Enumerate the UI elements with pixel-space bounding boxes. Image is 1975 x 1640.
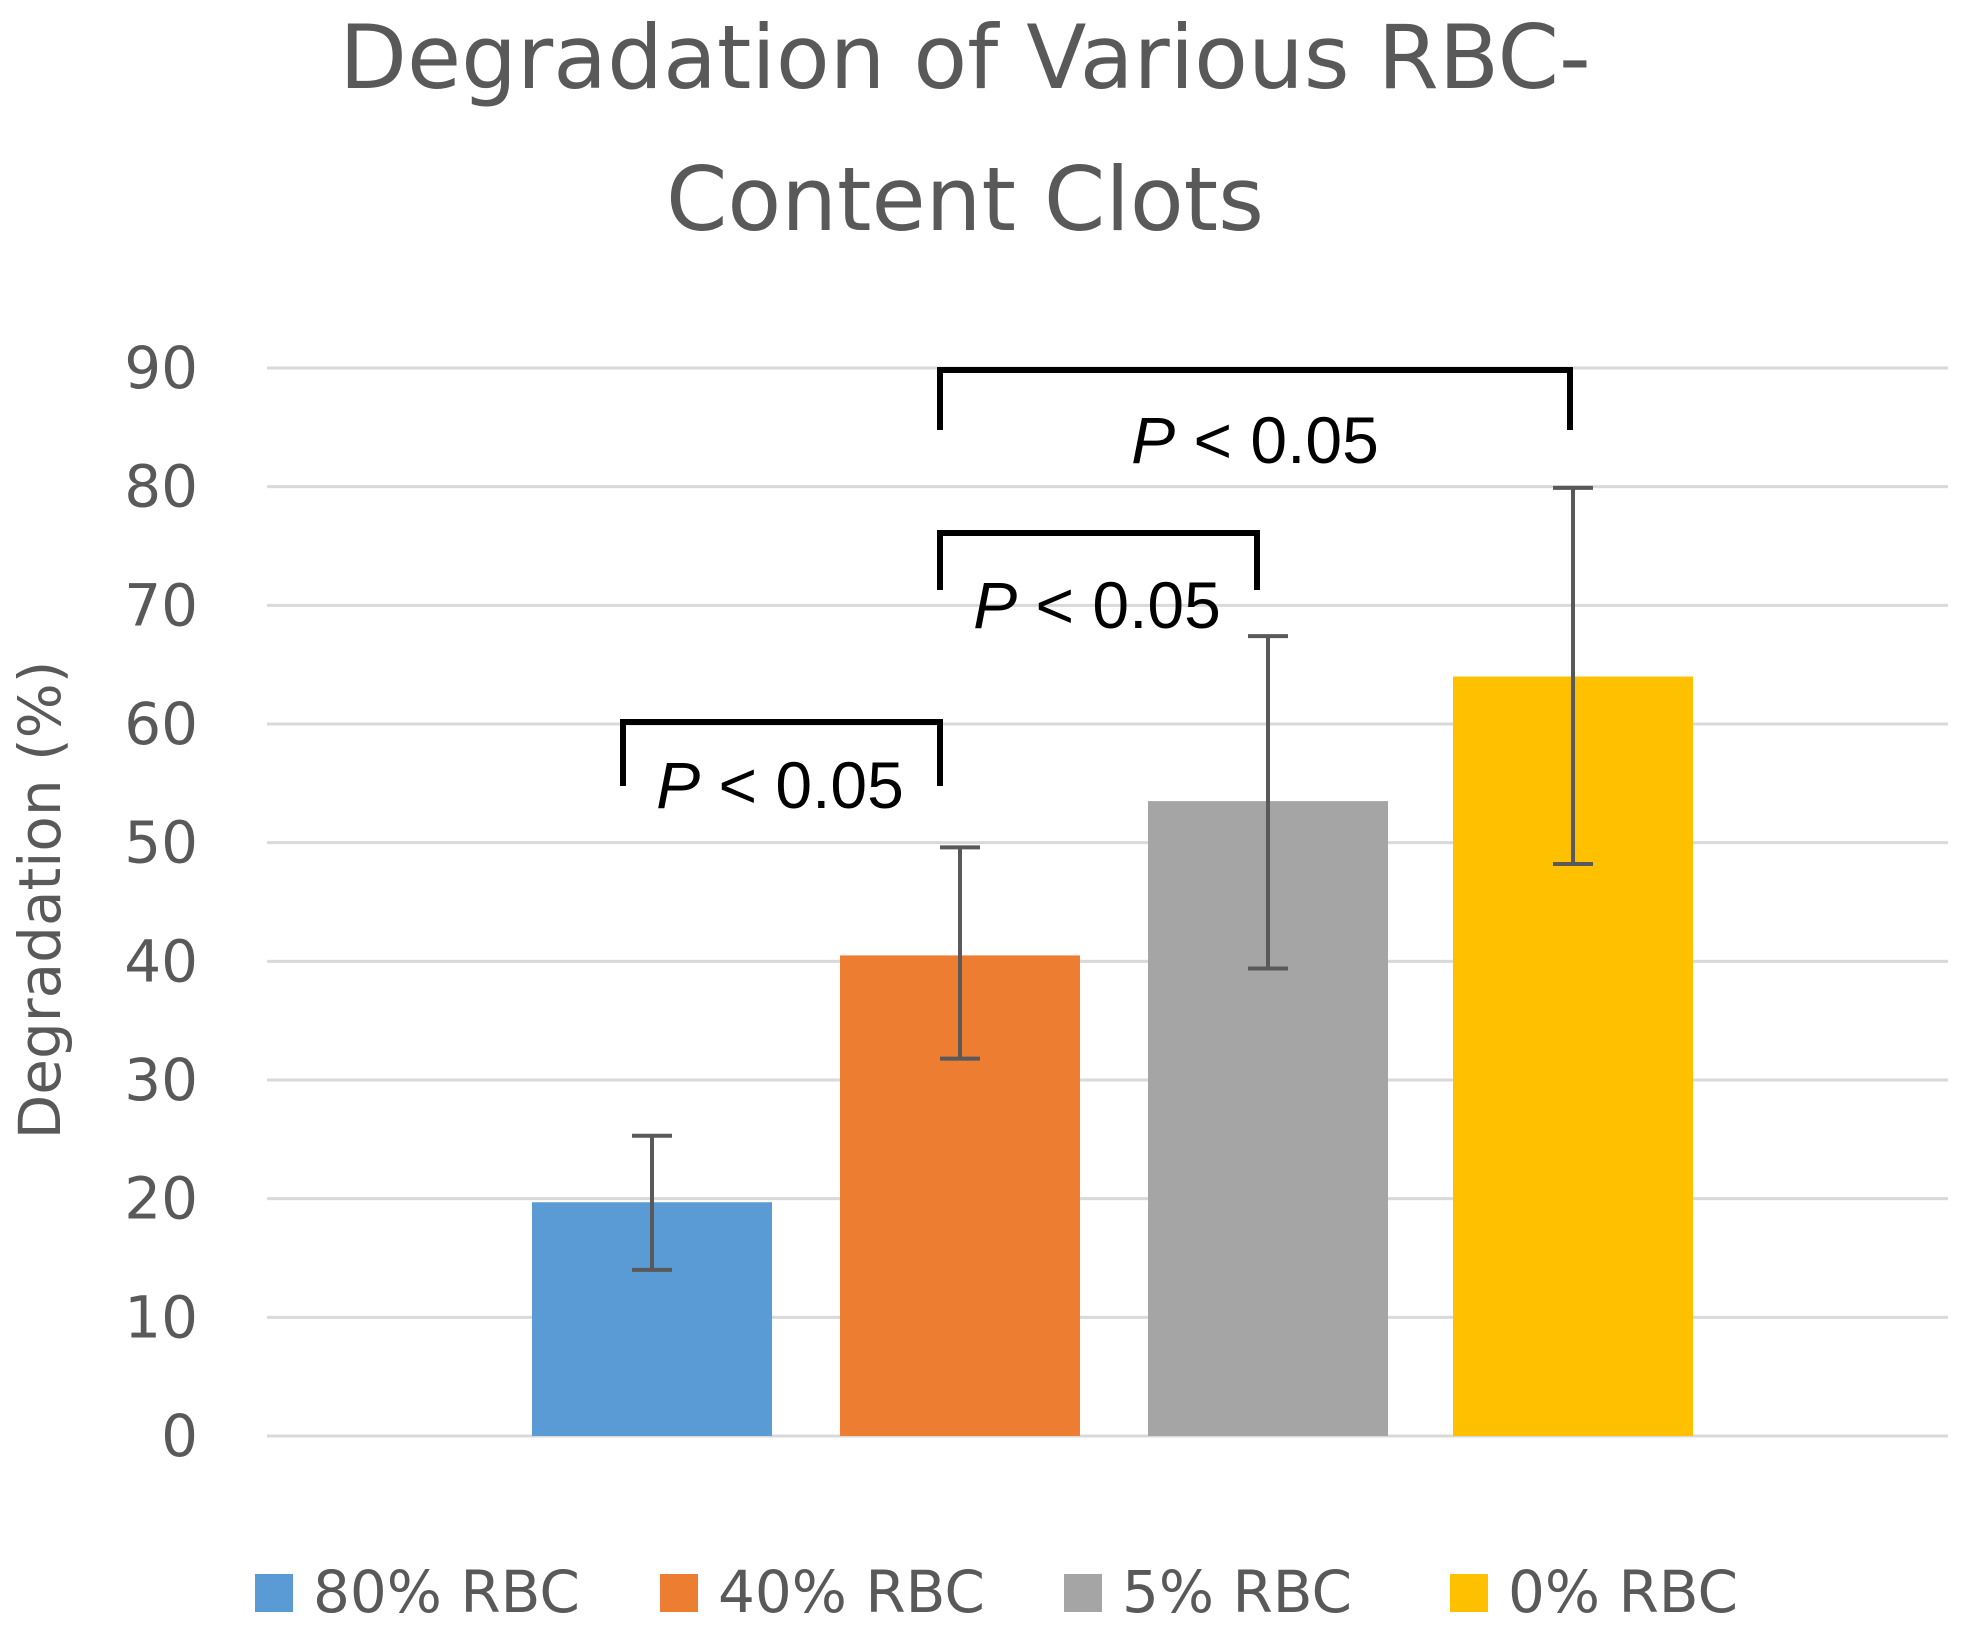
- significance-p: P: [1131, 403, 1175, 477]
- legend-label: 0% RBC: [1508, 1558, 1738, 1626]
- gridlines: [267, 366, 1948, 1438]
- legend-swatch: [1064, 1574, 1102, 1612]
- error-bars: [632, 485, 1593, 1272]
- significance-brackets: P < 0.05P < 0.05P < 0.05: [620, 367, 1573, 822]
- significance-label: P < 0.05: [973, 568, 1221, 642]
- legend-label: 40% RBC: [718, 1558, 985, 1626]
- y-tick-label: 70: [124, 571, 198, 639]
- y-tick-label: 0: [161, 1402, 198, 1470]
- significance-threshold: < 0.05: [1017, 568, 1221, 642]
- legend-swatch: [660, 1574, 698, 1612]
- significance-bracket: [937, 367, 1573, 430]
- significance-threshold: < 0.05: [1175, 403, 1379, 477]
- y-tick-label: 30: [124, 1046, 198, 1114]
- significance-label: P < 0.05: [656, 748, 904, 822]
- significance-label: P < 0.05: [1131, 403, 1379, 477]
- legend-swatch: [255, 1574, 293, 1612]
- chart-title-line-1: Degradation of Various RBC-: [339, 6, 1591, 109]
- y-tick-label: 20: [124, 1165, 198, 1233]
- legend-label: 5% RBC: [1122, 1558, 1352, 1626]
- chart-title: Degradation of Various RBC- Content Clot…: [339, 6, 1591, 251]
- y-tick-label: 80: [124, 453, 198, 521]
- y-tick-label: 90: [124, 334, 198, 402]
- legend-label: 80% RBC: [313, 1558, 580, 1626]
- significance-threshold: < 0.05: [700, 748, 904, 822]
- significance-bracket: [937, 530, 1260, 590]
- y-tick-label: 60: [124, 690, 198, 758]
- y-tick-label: 50: [124, 809, 198, 877]
- y-tick-label: 10: [124, 1283, 198, 1351]
- chart-title-line-2: Content Clots: [666, 148, 1264, 251]
- y-tick-label: 40: [124, 927, 198, 995]
- y-axis-ticks: 0 10 20 30 40 50 60 70 80 90: [124, 334, 198, 1470]
- significance-p: P: [973, 568, 1017, 642]
- significance-p: P: [656, 748, 700, 822]
- legend-swatch: [1450, 1574, 1488, 1612]
- legend: 80% RBC 40% RBC 5% RBC 0% RBC: [255, 1558, 1738, 1626]
- significance-bracket: [620, 719, 943, 786]
- y-axis-label: Degradation (%): [6, 661, 74, 1140]
